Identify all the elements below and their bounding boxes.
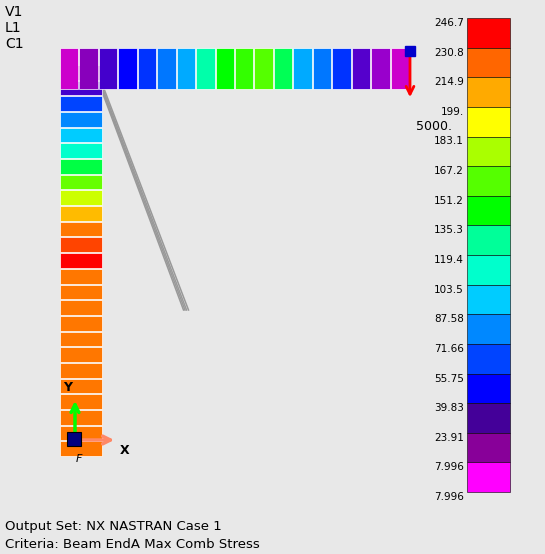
Text: 135.3: 135.3 <box>434 225 464 235</box>
Text: 39.83: 39.83 <box>434 403 464 413</box>
Bar <box>177 48 195 89</box>
Bar <box>60 410 102 424</box>
Bar <box>60 96 102 111</box>
Bar <box>255 48 273 89</box>
Bar <box>60 238 102 252</box>
Bar <box>60 159 102 174</box>
Bar <box>60 425 102 440</box>
Text: 55.75: 55.75 <box>434 373 464 383</box>
Text: 5000.: 5000. <box>416 120 452 133</box>
Text: 183.1: 183.1 <box>434 136 464 146</box>
Text: C1: C1 <box>5 37 23 51</box>
Bar <box>60 206 102 221</box>
Bar <box>352 48 370 89</box>
Bar <box>60 285 102 299</box>
Bar <box>313 48 331 89</box>
Text: Y: Y <box>63 381 72 394</box>
Bar <box>235 48 253 89</box>
Bar <box>467 77 510 107</box>
Bar <box>467 463 510 492</box>
Bar <box>157 48 175 89</box>
Text: 119.4: 119.4 <box>434 255 464 265</box>
Bar <box>467 373 510 403</box>
Bar <box>391 48 409 89</box>
Bar <box>60 378 102 393</box>
Bar <box>60 300 102 315</box>
Bar <box>67 432 81 446</box>
Bar <box>60 48 78 89</box>
Text: 7.996: 7.996 <box>434 463 464 473</box>
Text: 246.7: 246.7 <box>434 18 464 28</box>
Bar <box>467 403 510 433</box>
Bar <box>293 48 312 89</box>
Bar <box>467 255 510 285</box>
Bar <box>60 222 102 237</box>
Bar <box>60 175 102 189</box>
Bar <box>60 253 102 268</box>
Text: 7.996: 7.996 <box>434 492 464 502</box>
Bar <box>274 48 292 89</box>
Bar <box>467 196 510 225</box>
Bar <box>60 363 102 378</box>
Bar <box>60 347 102 362</box>
Bar <box>467 344 510 373</box>
Bar <box>216 48 234 89</box>
Bar <box>405 46 415 56</box>
Text: 199.: 199. <box>441 107 464 117</box>
Bar <box>138 48 156 89</box>
Text: 151.2: 151.2 <box>434 196 464 206</box>
Bar <box>99 48 117 89</box>
Text: 214.9: 214.9 <box>434 77 464 87</box>
Text: F: F <box>76 454 82 464</box>
Bar <box>332 48 350 89</box>
Bar <box>60 191 102 205</box>
Bar <box>467 314 510 344</box>
Bar <box>467 225 510 255</box>
Bar <box>60 112 102 127</box>
Bar <box>60 269 102 284</box>
Text: 230.8: 230.8 <box>434 48 464 58</box>
Text: X: X <box>120 444 130 457</box>
Bar <box>196 48 215 89</box>
Bar <box>467 136 510 166</box>
Text: 71.66: 71.66 <box>434 344 464 354</box>
Bar <box>467 107 510 136</box>
Text: Criteria: Beam EndA Max Comb Stress: Criteria: Beam EndA Max Comb Stress <box>5 538 260 551</box>
Text: 23.91: 23.91 <box>434 433 464 443</box>
Text: 87.58: 87.58 <box>434 314 464 324</box>
Bar <box>60 65 102 80</box>
Bar <box>60 331 102 346</box>
Text: Output Set: NX NASTRAN Case 1: Output Set: NX NASTRAN Case 1 <box>5 520 222 533</box>
Bar <box>371 48 390 89</box>
Bar <box>467 18 510 48</box>
Bar <box>60 128 102 142</box>
Bar <box>60 316 102 331</box>
Bar <box>467 166 510 196</box>
Bar <box>60 394 102 409</box>
Bar <box>80 48 98 89</box>
Bar <box>467 433 510 463</box>
Bar <box>60 442 102 456</box>
Text: 103.5: 103.5 <box>434 285 464 295</box>
Bar <box>467 48 510 77</box>
Bar <box>60 81 102 95</box>
Text: V1: V1 <box>5 5 23 19</box>
Bar <box>60 143 102 158</box>
Bar <box>467 285 510 314</box>
Text: L1: L1 <box>5 21 22 35</box>
Bar <box>118 48 137 89</box>
Text: 167.2: 167.2 <box>434 166 464 176</box>
